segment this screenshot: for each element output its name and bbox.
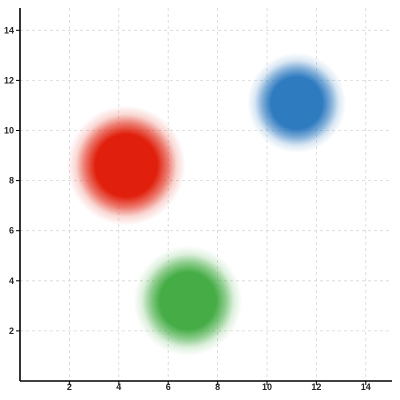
- y-tick-label: 4: [9, 276, 14, 286]
- data-point-blob-1-0: [66, 105, 186, 226]
- y-tick-label: 12: [4, 75, 14, 85]
- x-tick-label: 2: [67, 382, 72, 392]
- data-points: [66, 52, 347, 356]
- x-tick-label: 10: [262, 382, 272, 392]
- x-tick-label: 4: [116, 382, 121, 392]
- y-tick-label: 6: [9, 226, 14, 236]
- x-tick-label: 14: [361, 382, 371, 392]
- x-axis-tick-labels: 2 4 6 8 10 12 14: [67, 382, 371, 392]
- y-axis-tick-labels: 2 4 6 8 10 12 14: [4, 25, 14, 336]
- data-point-blob-0-0: [247, 52, 347, 154]
- y-tick-label: 2: [9, 326, 14, 336]
- x-tick-label: 8: [215, 382, 220, 392]
- y-tick-label: 14: [4, 25, 14, 35]
- y-tick-label: 8: [9, 176, 14, 186]
- x-tick-label: 6: [166, 382, 171, 392]
- x-tick-label: 12: [311, 382, 321, 392]
- axes: [16, 8, 392, 385]
- data-point-blob-2-0: [133, 245, 243, 356]
- y-tick-label: 10: [4, 126, 14, 136]
